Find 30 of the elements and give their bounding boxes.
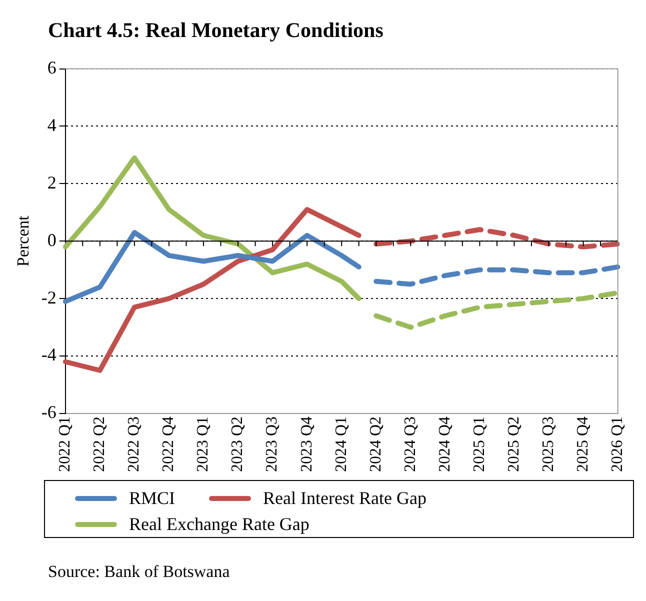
legend-label: Real Interest Rate Gap bbox=[263, 488, 426, 509]
legend-label: Real Exchange Rate Gap bbox=[129, 514, 310, 534]
x-tick-label: 2023 Q1 bbox=[194, 416, 212, 472]
x-tick-label: 2023 Q2 bbox=[229, 416, 246, 472]
source-note: Source: Bank of Botswana bbox=[48, 562, 230, 582]
y-tick-label: 4 bbox=[47, 114, 56, 135]
x-tick-label: 2024 Q4 bbox=[436, 416, 454, 472]
x-tick-label: 2022 Q2 bbox=[91, 416, 108, 472]
y-tick-label: -6 bbox=[41, 402, 56, 422]
y-tick-label: 0 bbox=[47, 230, 56, 250]
x-tick-label: 2024 Q3 bbox=[402, 416, 419, 472]
y-tick-label: -2 bbox=[41, 287, 56, 308]
y-tick-label: -4 bbox=[41, 344, 56, 365]
x-tick-label: 2025 Q4 bbox=[574, 416, 592, 472]
x-tick-label: 2022 Q4 bbox=[160, 416, 178, 472]
x-tick-label: 2023 Q4 bbox=[298, 416, 316, 472]
y-tick-label: 2 bbox=[47, 172, 56, 192]
x-tick-label: 2025 Q1 bbox=[470, 416, 488, 472]
x-tick-label: 2023 Q3 bbox=[264, 416, 281, 472]
x-tick-label: 2026 Q1 bbox=[609, 416, 626, 472]
x-tick-label: 2022 Q3 bbox=[126, 416, 143, 472]
legend-label: RMCI bbox=[129, 488, 176, 509]
x-tick-label: 2022 Q1 bbox=[56, 416, 74, 472]
x-tick-label: 2025 Q3 bbox=[540, 416, 557, 472]
x-tick-label: 2025 Q2 bbox=[505, 416, 522, 472]
chart-title: Chart 4.5: Real Monetary Conditions bbox=[48, 18, 384, 43]
y-tick-label: 6 bbox=[47, 58, 56, 78]
x-tick-label: 2024 Q1 bbox=[332, 416, 350, 472]
x-tick-label: 2024 Q2 bbox=[367, 416, 384, 472]
y-axis-title: Percent bbox=[14, 215, 33, 267]
